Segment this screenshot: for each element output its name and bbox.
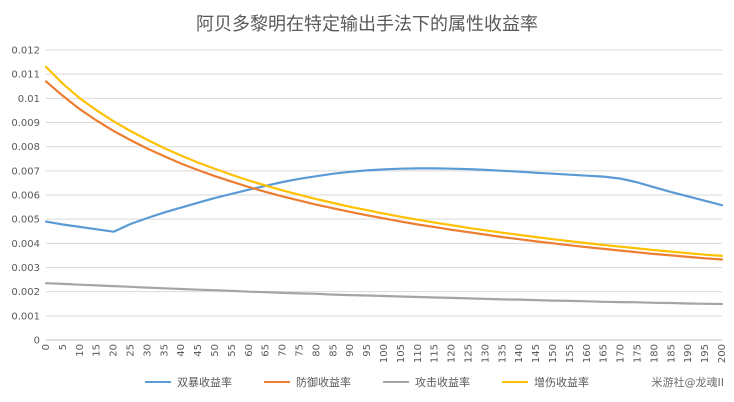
x-tick-label: 5 xyxy=(58,344,69,350)
x-tick-label: 20 xyxy=(109,344,120,357)
x-tick-label: 135 xyxy=(497,344,508,363)
x-tick-label: 95 xyxy=(362,344,373,357)
x-tick-label: 0 xyxy=(41,344,52,350)
x-tick-label: 45 xyxy=(193,344,204,357)
x-tick-label: 50 xyxy=(210,344,221,357)
x-tick-label: 175 xyxy=(633,344,644,363)
series-line xyxy=(44,65,724,257)
x-tick-label: 105 xyxy=(396,344,407,363)
x-tick-label: 85 xyxy=(328,344,339,357)
x-tick-label: 80 xyxy=(311,344,322,357)
x-tick-label: 115 xyxy=(430,344,441,363)
x-tick-label: 125 xyxy=(464,344,475,363)
y-tick-label: 0.005 xyxy=(11,215,40,226)
legend: 双暴收益率 防御收益率 攻击收益率 增伤收益率 xyxy=(0,372,734,392)
legend-label: 防御收益率 xyxy=(296,376,351,389)
y-tick-label: 0.002 xyxy=(11,287,40,298)
y-tick-label: 0.009 xyxy=(11,118,40,129)
y-tick-label: 0.007 xyxy=(11,166,40,177)
y-tick-label: 0.011 xyxy=(11,70,40,81)
series-line xyxy=(44,167,724,233)
x-tick-label: 70 xyxy=(278,344,289,357)
y-tick-label: 0.001 xyxy=(11,311,40,322)
legend-label: 双暴收益率 xyxy=(177,376,232,389)
x-tick-label: 195 xyxy=(700,344,711,363)
x-tick-label: 100 xyxy=(379,344,390,363)
legend-item: 双暴收益率 xyxy=(145,372,232,392)
x-tick-label: 200 xyxy=(717,344,728,363)
y-tick-label: 0.006 xyxy=(11,191,40,202)
x-tick-label: 55 xyxy=(227,344,238,357)
x-tick-label: 185 xyxy=(666,344,677,363)
x-tick-label: 145 xyxy=(531,344,542,363)
x-tick-label: 170 xyxy=(616,344,627,363)
x-tick-label: 150 xyxy=(548,344,559,363)
legend-swatch xyxy=(264,381,290,383)
x-tick-label: 140 xyxy=(514,344,525,363)
x-tick-label: 110 xyxy=(413,344,424,363)
x-tick-label: 160 xyxy=(582,344,593,363)
legend-swatch xyxy=(145,381,171,383)
x-tick-label: 180 xyxy=(649,344,660,363)
x-tick-label: 10 xyxy=(75,344,86,357)
series-line xyxy=(44,80,724,261)
x-tick-label: 190 xyxy=(683,344,694,363)
legend-label: 攻击收益率 xyxy=(415,376,470,389)
x-tick-label: 35 xyxy=(159,344,170,357)
x-tick-label: 30 xyxy=(142,344,153,357)
x-tick-label: 60 xyxy=(244,344,255,357)
legend-swatch xyxy=(383,381,409,383)
x-tick-label: 25 xyxy=(126,344,137,357)
legend-label: 增伤收益率 xyxy=(534,376,589,389)
x-tick-label: 120 xyxy=(447,344,458,363)
chart-title: 阿贝多黎明在特定输出手法下的属性收益率 xyxy=(196,14,538,35)
x-tick-label: 15 xyxy=(92,344,103,357)
x-tick-label: 40 xyxy=(176,344,187,357)
x-tick-label: 130 xyxy=(480,344,491,363)
y-tick-label: 0.008 xyxy=(11,142,40,153)
legend-swatch xyxy=(502,381,528,383)
y-tick-label: 0.012 xyxy=(11,46,40,57)
x-tick-label: 165 xyxy=(599,344,610,363)
series-line xyxy=(44,282,724,306)
y-tick-label: 0.004 xyxy=(11,239,40,250)
y-tick-label: 0.01 xyxy=(18,94,40,105)
legend-item: 攻击收益率 xyxy=(383,372,470,392)
x-tick-label: 155 xyxy=(565,344,576,363)
legend-item: 防御收益率 xyxy=(264,372,351,392)
legend-item: 增伤收益率 xyxy=(502,372,589,392)
x-tick-label: 75 xyxy=(295,344,306,357)
x-tick-label: 65 xyxy=(261,344,272,357)
y-tick-label: 0.003 xyxy=(11,263,40,274)
watermark: 米游社@龙魂II xyxy=(651,376,725,389)
x-tick-label: 90 xyxy=(345,344,356,357)
y-tick-label: 0 xyxy=(34,336,40,347)
